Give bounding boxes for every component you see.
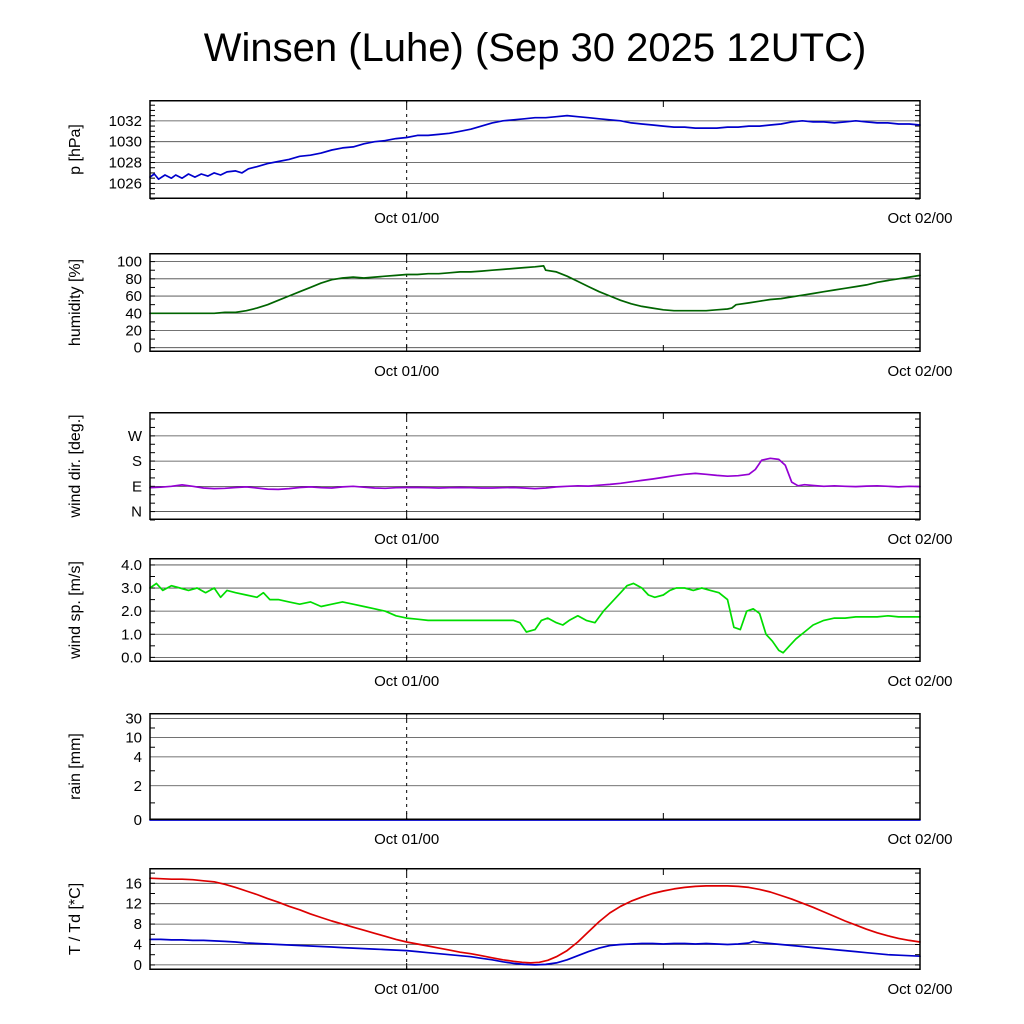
y-tick-label: 16 <box>125 875 142 892</box>
y-axis-label: wind dir. [deg.] <box>67 414 84 518</box>
y-tick-label: 0 <box>134 340 142 357</box>
x-tick-label: Oct 02/00 <box>887 531 952 548</box>
y-tick-label: 0 <box>134 812 142 829</box>
x-tick-label: Oct 01/00 <box>374 531 439 548</box>
series-dewpoint <box>149 938 921 966</box>
y-tick-label: 3.0 <box>121 580 142 597</box>
panel-frame <box>149 558 921 662</box>
y-tick-label: 0 <box>134 957 142 974</box>
y-tick-label: 80 <box>125 271 142 288</box>
y-tick-label: 2 <box>134 778 142 795</box>
y-axis-label: T / Td [*C] <box>67 883 84 955</box>
panel-pressure: 1026 1028 1030 1032 Oct 01/00 Oct 02/00 p [hPa… <box>67 100 953 227</box>
y-tick-label: 4 <box>134 937 142 954</box>
x-tick-label: Oct 01/00 <box>374 363 439 380</box>
y-tick-label: 60 <box>125 288 142 305</box>
y-tick-label: 2.0 <box>121 603 142 620</box>
y-axis-label: humidity [%] <box>67 259 84 346</box>
y-tick-label: 1032 <box>109 113 142 130</box>
x-tick-label: Oct 02/00 <box>887 363 952 380</box>
x-tick-label: Oct 02/00 <box>887 210 952 227</box>
chart-title: Winsen (Luhe) (Sep 30 2025 12UTC) <box>203 26 867 70</box>
y-tick-label: 1030 <box>109 134 142 151</box>
y-tick-label: 4.0 <box>121 558 142 574</box>
y-axis-label: wind sp. [m/s] <box>67 561 84 660</box>
panel-wind-speed: 0.0 1.0 2.0 3.0 4.0 Oct 01/00 Oct 02/00 wind sp… <box>67 558 953 690</box>
panel-rain: 0 2 4 10 30 Oct 01/00 Oct 02/00 rain [mm] <box>67 713 953 848</box>
panel-frame <box>149 253 921 352</box>
y-tick-label: 1028 <box>109 155 142 172</box>
y-tick-label: 0.0 <box>121 649 142 666</box>
y-tick-label: N <box>131 504 142 521</box>
panel-frame <box>149 412 921 520</box>
y-tick-label: 1.0 <box>121 626 142 643</box>
series-wind-speed <box>149 582 921 654</box>
y-tick-label: 30 <box>125 713 142 727</box>
y-tick-label: 1026 <box>109 175 142 192</box>
y-tick-label: E <box>132 478 142 495</box>
x-tick-label: Oct 01/00 <box>374 673 439 690</box>
series-temperature <box>149 877 921 964</box>
series-humidity <box>149 265 921 315</box>
x-tick-label: Oct 02/00 <box>887 981 952 998</box>
x-tick-label: Oct 01/00 <box>374 831 439 848</box>
series-pressure <box>149 114 921 181</box>
y-tick-label: 12 <box>125 896 142 913</box>
y-tick-label: 8 <box>134 916 142 933</box>
panel-frame <box>149 100 921 199</box>
y-tick-label: 4 <box>134 749 142 766</box>
x-tick-label: Oct 02/00 <box>887 673 952 690</box>
y-tick-label: W <box>128 428 143 445</box>
x-tick-label: Oct 01/00 <box>374 210 439 227</box>
panel-frame <box>149 868 921 970</box>
y-tick-label: 20 <box>125 322 142 339</box>
y-tick-label: 100 <box>117 254 142 271</box>
series-wind-direction <box>149 457 921 491</box>
y-tick-label: 10 <box>125 730 142 747</box>
x-tick-label: Oct 01/00 <box>374 981 439 998</box>
panel-temperature-dewpoint: 0 4 8 12 16 Oct 01/00 Oct 02/00 T / Td [*C] <box>67 868 953 998</box>
y-axis-label: p [hPa] <box>67 124 84 175</box>
y-tick-label: S <box>132 453 142 470</box>
y-tick-label: 40 <box>125 305 142 322</box>
panel-frame <box>149 713 921 820</box>
y-axis-label: rain [mm] <box>67 733 84 800</box>
x-tick-label: Oct 02/00 <box>887 831 952 848</box>
